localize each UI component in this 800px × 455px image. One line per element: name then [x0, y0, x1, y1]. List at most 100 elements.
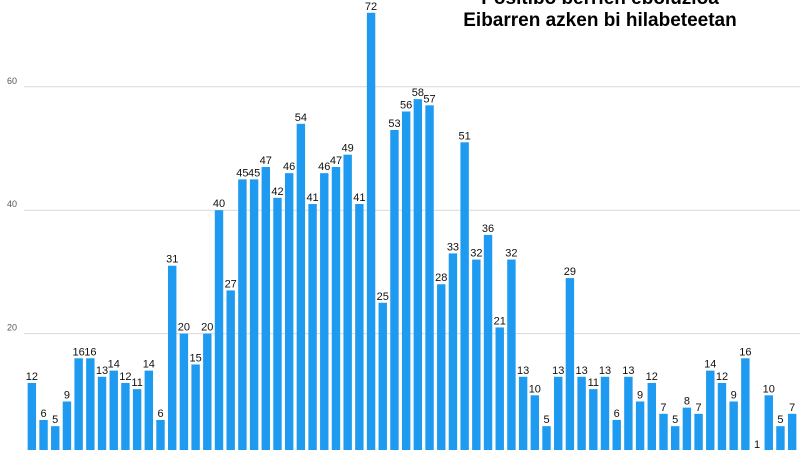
bar: [27, 382, 37, 455]
bar: [343, 154, 352, 455]
data-label: 46: [283, 161, 295, 173]
data-label: 58: [412, 87, 424, 99]
bar: [472, 259, 481, 455]
data-label: 49: [342, 143, 354, 155]
bar: [121, 382, 130, 455]
data-label: 16: [84, 346, 96, 358]
bar: [764, 395, 773, 455]
data-label: 9: [64, 389, 70, 401]
data-label: 45: [248, 167, 260, 179]
data-label: 5: [672, 414, 678, 426]
bar: [600, 376, 610, 455]
bar: [717, 382, 727, 455]
bar: [460, 142, 469, 455]
bar: [565, 278, 575, 455]
data-label: 14: [704, 359, 716, 371]
data-label: 47: [330, 155, 342, 167]
data-label: 5: [543, 414, 549, 426]
data-label: 6: [40, 408, 46, 420]
data-label: 51: [459, 130, 471, 142]
data-label: 27: [225, 278, 237, 290]
bar: [577, 376, 586, 455]
data-label: 7: [696, 402, 702, 414]
data-label: 12: [716, 371, 728, 383]
bar: [284, 173, 294, 455]
data-label: 40: [213, 198, 225, 210]
bar: [226, 290, 235, 455]
data-label: 11: [131, 377, 142, 389]
y-tick-label: 40: [7, 199, 17, 209]
data-label: 21: [494, 315, 506, 327]
bar: [542, 426, 551, 455]
data-label: 36: [482, 223, 494, 235]
bar: [378, 302, 387, 455]
data-label: 32: [470, 248, 482, 260]
bar: [273, 197, 282, 455]
bar: [518, 376, 528, 455]
bar: [320, 173, 329, 455]
data-label: 7: [789, 402, 795, 414]
data-label: 9: [731, 389, 737, 401]
bar: [659, 413, 668, 455]
bar: [706, 370, 715, 455]
bar: [483, 234, 493, 455]
bar: [308, 204, 317, 455]
data-label: 57: [423, 93, 435, 105]
data-label: 8: [684, 396, 690, 408]
bar: [261, 167, 270, 455]
data-label: 45: [236, 167, 248, 179]
data-label: 54: [295, 112, 307, 124]
bar: [682, 407, 692, 455]
data-label: 15: [189, 352, 201, 364]
bar: [729, 401, 738, 455]
data-label: 41: [353, 192, 365, 204]
bar: [554, 376, 563, 455]
bar: [191, 364, 200, 455]
data-label: 13: [552, 365, 564, 377]
bar: [530, 395, 540, 455]
y-tick-label: 60: [7, 76, 17, 86]
data-label: 20: [178, 322, 190, 334]
bar: [425, 105, 434, 455]
y-tick-label: 20: [7, 323, 17, 333]
bar: [109, 370, 118, 455]
data-label: 56: [400, 99, 412, 111]
data-label: 13: [622, 365, 634, 377]
bar: [670, 426, 680, 455]
bar: [179, 333, 189, 455]
bar: [74, 358, 83, 455]
bar: [612, 419, 621, 455]
bar: [413, 99, 423, 455]
bar: [624, 376, 633, 455]
bar: [507, 259, 516, 455]
bar: [787, 413, 797, 455]
bar: [156, 419, 165, 455]
bar: [249, 179, 259, 455]
bar: [366, 12, 376, 455]
bar: [647, 382, 656, 455]
bar: [203, 333, 212, 455]
bar: [694, 413, 703, 455]
data-label: 72: [365, 1, 377, 13]
data-label: 28: [435, 272, 447, 284]
data-label: 12: [119, 371, 131, 383]
bar: [390, 129, 399, 455]
data-label: 13: [599, 365, 611, 377]
bar: [132, 389, 142, 455]
data-label: 6: [157, 408, 163, 420]
data-label: 20: [201, 322, 213, 334]
data-label: 9: [637, 389, 643, 401]
bar: [51, 426, 60, 455]
data-label: 13: [517, 365, 529, 377]
data-label: 42: [271, 186, 283, 198]
bar: [168, 265, 177, 455]
bar: [331, 167, 341, 455]
data-label: 14: [143, 359, 155, 371]
bar: [86, 358, 95, 455]
bar: [401, 111, 411, 455]
data-label: 7: [660, 402, 666, 414]
data-label: 46: [318, 161, 330, 173]
data-label: 11: [588, 377, 599, 389]
data-label: 10: [529, 383, 541, 395]
